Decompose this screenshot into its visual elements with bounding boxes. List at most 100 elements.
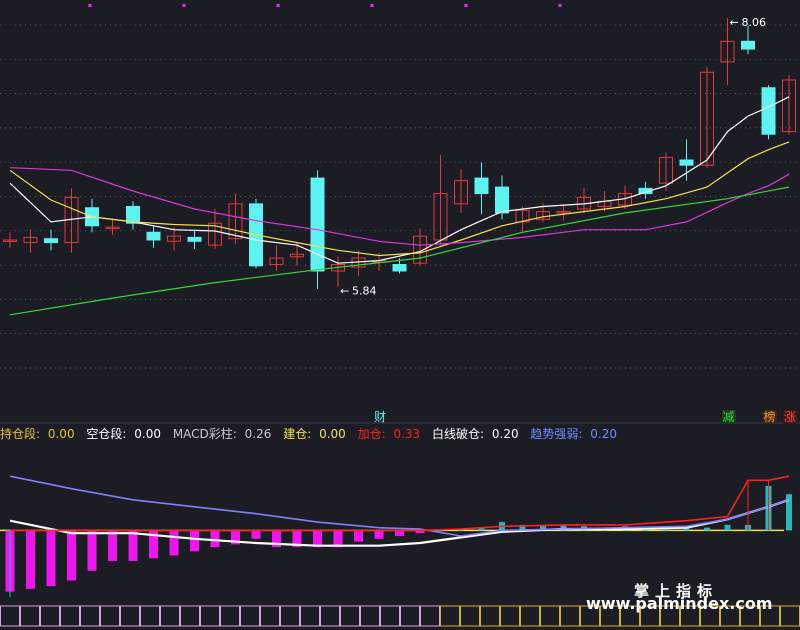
legend-label: 趋势强弱: xyxy=(530,427,587,441)
candle-down xyxy=(679,159,694,166)
legend-value: 0.20 xyxy=(590,427,617,441)
candle-up xyxy=(454,180,468,205)
legend-label: 持仓段: xyxy=(0,427,44,441)
period-marker xyxy=(182,4,186,7)
candle-up xyxy=(720,40,735,63)
period-marker xyxy=(464,4,468,7)
macd-bar xyxy=(46,530,56,587)
strip-cell xyxy=(740,605,760,627)
strip-cell xyxy=(160,605,180,627)
candle-up xyxy=(700,71,714,166)
annotation-low: 5.84 xyxy=(352,284,377,297)
period-marker xyxy=(88,4,92,7)
strip-cell xyxy=(520,605,540,627)
legend-item-whiteline: 白线破仓: 0.20 xyxy=(432,427,523,441)
strip-cell xyxy=(660,605,680,627)
watermark-title: 掌上指标 xyxy=(634,582,719,600)
flag-bang[interactable]: 榜 xyxy=(762,410,777,424)
annotation-high: 8.06 xyxy=(742,16,767,29)
strip-cell xyxy=(120,605,140,627)
macd-bar xyxy=(251,530,261,539)
candle-up xyxy=(167,235,181,242)
strip-cell xyxy=(180,605,200,627)
legend-label: MACD彩柱: xyxy=(172,427,241,441)
ma5-line xyxy=(9,96,790,264)
macd-bar xyxy=(149,530,158,559)
macd-signal-line xyxy=(10,475,790,532)
candle-up xyxy=(105,226,120,230)
strip-cell xyxy=(140,605,160,627)
macd-bar xyxy=(169,530,179,556)
strip-cell xyxy=(580,605,600,627)
strip-cell xyxy=(620,605,640,627)
strip-cell xyxy=(80,605,100,627)
strip-cell xyxy=(280,605,300,627)
macd-panel xyxy=(0,475,792,598)
strip-cell xyxy=(360,605,380,627)
strip-cell xyxy=(460,605,480,627)
period-marker xyxy=(276,4,280,7)
strip-cell xyxy=(20,605,40,627)
macd-bar xyxy=(190,530,199,552)
legend-value: 0.33 xyxy=(393,427,421,441)
price-annotation-arrow: ← xyxy=(730,16,739,29)
macd-bar xyxy=(560,524,567,531)
strip-cell xyxy=(400,605,420,627)
legend-value: 0.00 xyxy=(134,427,161,441)
flag-jian[interactable]: 减 xyxy=(721,410,736,424)
bottom-strip xyxy=(0,605,800,627)
candle-down xyxy=(495,186,509,214)
strip-cell xyxy=(700,605,720,627)
macd-bar xyxy=(519,524,526,531)
strip-cell xyxy=(100,605,120,627)
legend-item-add: 加仓: 0.33 xyxy=(358,427,425,441)
candle-down xyxy=(741,40,755,50)
legend-value: 0.00 xyxy=(47,427,75,441)
ma20-line xyxy=(9,167,790,246)
strip-cell xyxy=(260,605,280,627)
strip-cell xyxy=(40,605,60,627)
legend-value: 0.00 xyxy=(319,427,346,441)
macd-bar xyxy=(108,530,117,562)
macd-bar xyxy=(313,530,322,548)
price-annotations: ← 8.06← 5.84 xyxy=(340,16,766,297)
strip-cell xyxy=(420,605,440,627)
ma10-line xyxy=(9,141,790,257)
legend-label: 白线破仓: xyxy=(432,427,488,441)
candlestick-series xyxy=(3,18,796,290)
strip-cell xyxy=(380,605,400,627)
candle-down xyxy=(126,205,140,224)
strip-cell xyxy=(240,605,260,627)
macd-bar xyxy=(395,530,404,536)
legend-label: 加仓: xyxy=(357,427,390,441)
strip-cell xyxy=(640,605,660,627)
legend-item-macd: MACD彩柱: 0.26 xyxy=(173,427,276,441)
candle-down xyxy=(392,264,407,272)
flag-zhang[interactable]: 涨 xyxy=(783,410,798,424)
strip-cell xyxy=(720,605,740,627)
strip-cell xyxy=(60,605,80,627)
macd-bar xyxy=(478,527,485,531)
strip-cell xyxy=(500,605,520,627)
macd-bar xyxy=(437,530,444,532)
strip-cell xyxy=(560,605,580,627)
candle-up xyxy=(413,235,427,264)
candle-up xyxy=(23,236,38,244)
strip-cell xyxy=(600,605,620,627)
macd-bar xyxy=(786,494,792,531)
flag-cai[interactable]: 财 xyxy=(374,410,387,424)
candle-down xyxy=(187,236,202,242)
ma60-line xyxy=(9,186,790,316)
macd-bar xyxy=(67,530,76,581)
legend-value: 0.26 xyxy=(244,427,272,441)
legend-item-empty: 空仓段: 0.00 xyxy=(86,427,165,441)
strip-cell xyxy=(220,605,240,627)
period-marker xyxy=(370,4,374,7)
macd-bar xyxy=(540,524,546,531)
strip-cell xyxy=(440,605,460,627)
period-marker xyxy=(558,4,562,7)
strip-cell xyxy=(340,605,360,627)
candle-up xyxy=(515,209,530,223)
macd-bar xyxy=(128,530,138,562)
candle-down xyxy=(761,87,776,135)
